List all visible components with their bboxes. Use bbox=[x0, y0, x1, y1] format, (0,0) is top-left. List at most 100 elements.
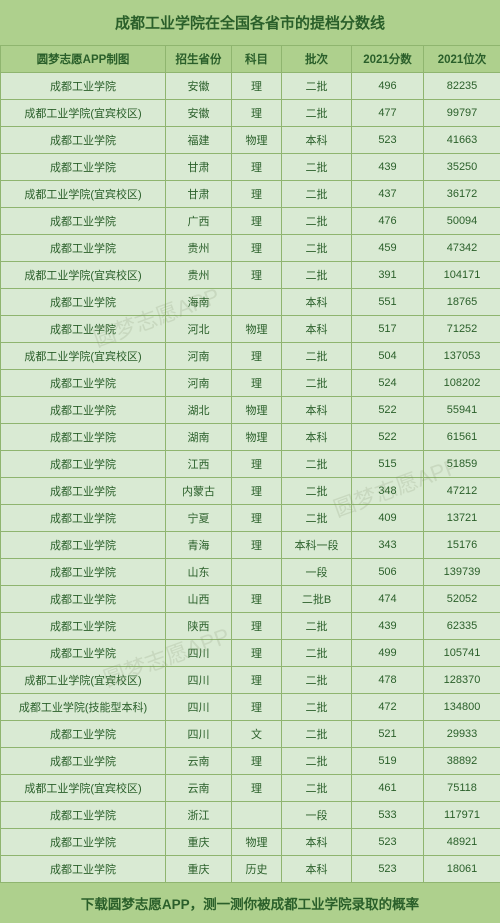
table-head: 圆梦志愿APP制图招生省份科目批次2021分数2021位次 bbox=[1, 46, 500, 73]
table-cell: 贵州 bbox=[166, 235, 232, 262]
table-row: 成都工业学院青海理本科一段34315176 bbox=[1, 532, 500, 559]
table-cell: 82235 bbox=[424, 73, 500, 100]
table-cell: 506 bbox=[352, 559, 424, 586]
table-row: 成都工业学院内蒙古理二批34847212 bbox=[1, 478, 500, 505]
table-cell: 二批 bbox=[282, 667, 352, 694]
table-row: 成都工业学院湖南物理本科52261561 bbox=[1, 424, 500, 451]
table-cell: 贵州 bbox=[166, 262, 232, 289]
table-cell: 521 bbox=[352, 721, 424, 748]
table-cell: 二批 bbox=[282, 370, 352, 397]
table-cell: 河北 bbox=[166, 316, 232, 343]
table-cell: 75118 bbox=[424, 775, 500, 802]
table-cell: 云南 bbox=[166, 775, 232, 802]
table-row: 成都工业学院山东一段506139739 bbox=[1, 559, 500, 586]
table-cell: 二批B bbox=[282, 586, 352, 613]
table-row: 成都工业学院(宜宾校区)云南理二批46175118 bbox=[1, 775, 500, 802]
table-row: 成都工业学院河北物理本科51771252 bbox=[1, 316, 500, 343]
table-cell: 四川 bbox=[166, 721, 232, 748]
table-cell: 36172 bbox=[424, 181, 500, 208]
table-row: 成都工业学院湖北物理本科52255941 bbox=[1, 397, 500, 424]
table-cell: 安徽 bbox=[166, 100, 232, 127]
table-cell bbox=[232, 559, 282, 586]
table-cell: 517 bbox=[352, 316, 424, 343]
table-cell: 二批 bbox=[282, 640, 352, 667]
table-cell: 18765 bbox=[424, 289, 500, 316]
table-cell: 本科 bbox=[282, 397, 352, 424]
table-cell: 山西 bbox=[166, 586, 232, 613]
table-cell: 理 bbox=[232, 478, 282, 505]
table-cell: 二批 bbox=[282, 451, 352, 478]
table-cell: 理 bbox=[232, 235, 282, 262]
table-cell: 472 bbox=[352, 694, 424, 721]
table-cell: 四川 bbox=[166, 640, 232, 667]
table-cell: 河南 bbox=[166, 343, 232, 370]
table-cell: 成都工业学院 bbox=[1, 316, 166, 343]
table-cell: 河南 bbox=[166, 370, 232, 397]
table-cell: 478 bbox=[352, 667, 424, 694]
table-cell: 二批 bbox=[282, 694, 352, 721]
table-cell: 成都工业学院 bbox=[1, 397, 166, 424]
table-cell: 499 bbox=[352, 640, 424, 667]
table-cell: 江西 bbox=[166, 451, 232, 478]
table-row: 成都工业学院安徽理二批49682235 bbox=[1, 73, 500, 100]
table-cell: 523 bbox=[352, 127, 424, 154]
table-cell: 理 bbox=[232, 100, 282, 127]
table-cell: 安徽 bbox=[166, 73, 232, 100]
table-cell: 二批 bbox=[282, 73, 352, 100]
table-row: 成都工业学院贵州理二批45947342 bbox=[1, 235, 500, 262]
table-cell: 成都工业学院 bbox=[1, 829, 166, 856]
table-row: 成都工业学院云南理二批51938892 bbox=[1, 748, 500, 775]
table-cell: 29933 bbox=[424, 721, 500, 748]
table-cell: 524 bbox=[352, 370, 424, 397]
table-cell: 理 bbox=[232, 640, 282, 667]
table-row: 成都工业学院海南本科55118765 bbox=[1, 289, 500, 316]
table-cell: 成都工业学院(宜宾校区) bbox=[1, 181, 166, 208]
table-cell: 二批 bbox=[282, 154, 352, 181]
table-cell: 一段 bbox=[282, 802, 352, 829]
table-row: 成都工业学院甘肃理二批43935250 bbox=[1, 154, 500, 181]
table-cell: 重庆 bbox=[166, 856, 232, 883]
table-cell: 浙江 bbox=[166, 802, 232, 829]
table-row: 成都工业学院(宜宾校区)甘肃理二批43736172 bbox=[1, 181, 500, 208]
table-cell: 523 bbox=[352, 856, 424, 883]
table-cell: 甘肃 bbox=[166, 181, 232, 208]
table-cell: 461 bbox=[352, 775, 424, 802]
table-cell: 134800 bbox=[424, 694, 500, 721]
table-row: 成都工业学院浙江一段533117971 bbox=[1, 802, 500, 829]
table-cell: 13721 bbox=[424, 505, 500, 532]
table-cell: 山东 bbox=[166, 559, 232, 586]
table-cell: 成都工业学院 bbox=[1, 235, 166, 262]
page-container: 成都工业学院在全国各省市的提档分数线 圆梦志愿APP制图招生省份科目批次2021… bbox=[0, 0, 500, 923]
table-cell: 成都工业学院(技能型本科) bbox=[1, 694, 166, 721]
table-cell: 533 bbox=[352, 802, 424, 829]
table-cell: 409 bbox=[352, 505, 424, 532]
table-cell: 理 bbox=[232, 586, 282, 613]
table-row: 成都工业学院广西理二批47650094 bbox=[1, 208, 500, 235]
table-cell: 105741 bbox=[424, 640, 500, 667]
table-cell: 成都工业学院(宜宾校区) bbox=[1, 775, 166, 802]
table-cell: 重庆 bbox=[166, 829, 232, 856]
table-cell: 476 bbox=[352, 208, 424, 235]
table-cell: 广西 bbox=[166, 208, 232, 235]
table-cell: 二批 bbox=[282, 343, 352, 370]
table-body: 成都工业学院安徽理二批49682235成都工业学院(宜宾校区)安徽理二批4779… bbox=[1, 73, 500, 883]
table-cell: 139739 bbox=[424, 559, 500, 586]
table-cell bbox=[232, 289, 282, 316]
table-cell: 496 bbox=[352, 73, 424, 100]
footer-text: 下载圆梦志愿APP，测一测你被成都工业学院录取的概率 bbox=[0, 883, 500, 923]
table-row: 成都工业学院山西理二批B47452052 bbox=[1, 586, 500, 613]
table-cell: 海南 bbox=[166, 289, 232, 316]
table-cell: 物理 bbox=[232, 829, 282, 856]
table-row: 成都工业学院河南理二批524108202 bbox=[1, 370, 500, 397]
table-cell: 二批 bbox=[282, 721, 352, 748]
table-cell: 439 bbox=[352, 154, 424, 181]
table-cell: 理 bbox=[232, 154, 282, 181]
table-cell: 38892 bbox=[424, 748, 500, 775]
table-cell: 成都工业学院 bbox=[1, 613, 166, 640]
table-cell: 四川 bbox=[166, 694, 232, 721]
table-cell: 二批 bbox=[282, 505, 352, 532]
score-table: 圆梦志愿APP制图招生省份科目批次2021分数2021位次 成都工业学院安徽理二… bbox=[0, 45, 500, 883]
table-cell: 一段 bbox=[282, 559, 352, 586]
table-cell: 成都工业学院 bbox=[1, 154, 166, 181]
table-cell: 99797 bbox=[424, 100, 500, 127]
